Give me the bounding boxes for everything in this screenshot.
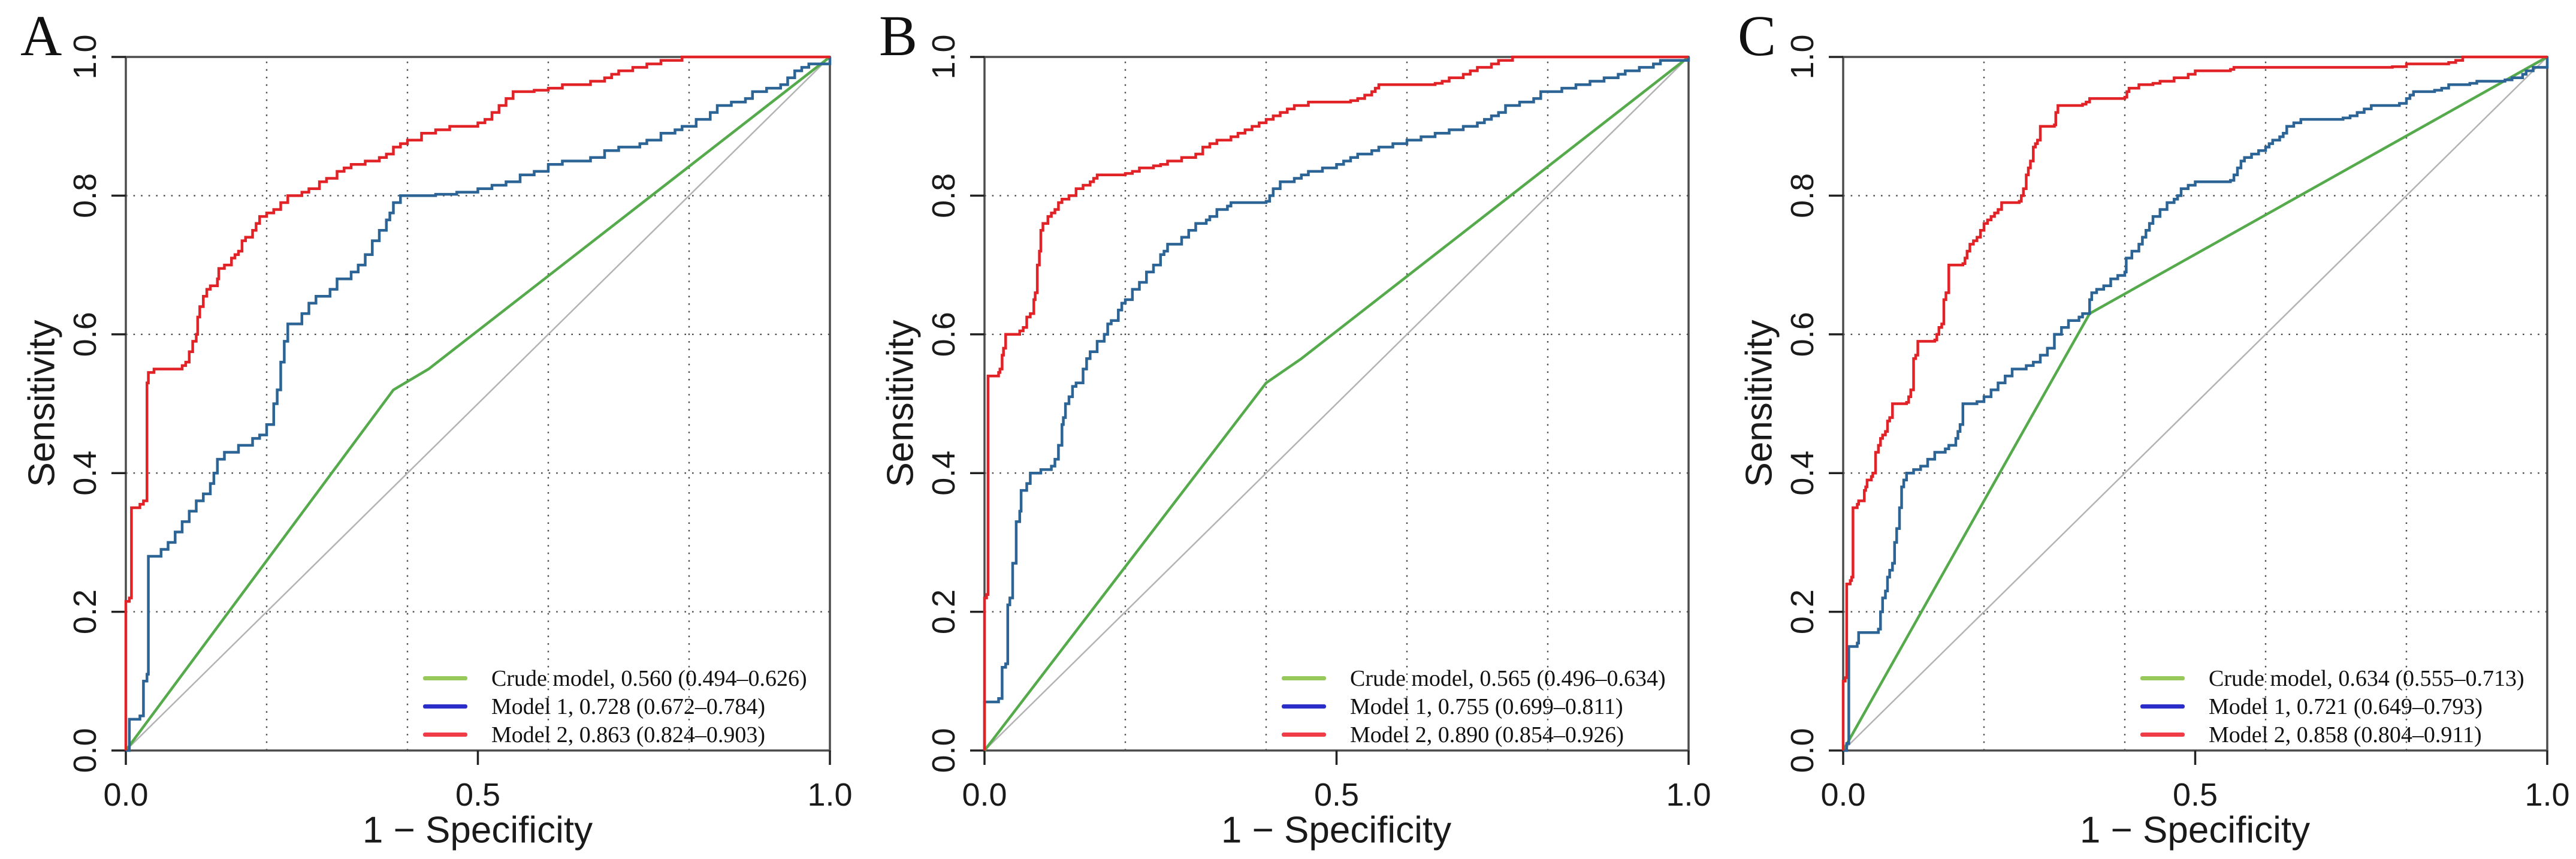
x-tick-label: 0.0 bbox=[1820, 777, 1865, 813]
legend: Crude model, 0.560 (0.494–0.626) Model 1,… bbox=[423, 664, 807, 749]
y-tick-label: 0.6 bbox=[67, 312, 103, 357]
legend-label: Model 2, 0.890 (0.854–0.926) bbox=[1350, 722, 1624, 748]
legend-line-swatch bbox=[1282, 676, 1326, 680]
x-tick-label: 0.5 bbox=[2173, 777, 2218, 813]
y-tick-label: 0.8 bbox=[926, 173, 962, 218]
y-tick-label: 0.2 bbox=[67, 589, 103, 634]
x-tick-label: 1.0 bbox=[1666, 777, 1711, 813]
legend-label: Crude model, 0.634 (0.555–0.713) bbox=[2209, 665, 2524, 691]
roc-curve-model-2 bbox=[983, 55, 1689, 751]
legend-row: Crude model, 0.560 (0.494–0.626) bbox=[423, 664, 807, 692]
legend-label: Crude model, 0.560 (0.494–0.626) bbox=[491, 665, 807, 691]
x-axis-title: 1 − Specificity bbox=[1221, 809, 1452, 851]
y-tick-label: 0.8 bbox=[67, 173, 103, 218]
x-tick-label: 0.5 bbox=[1314, 777, 1359, 813]
legend-label: Model 1, 0.755 (0.699–0.811) bbox=[1350, 694, 1623, 719]
y-tick-label: 0.0 bbox=[926, 728, 962, 773]
reference-diagonal-line bbox=[984, 56, 1689, 751]
x-tick-label: 0.0 bbox=[962, 777, 1007, 813]
legend-row: Model 2, 0.890 (0.854–0.926) bbox=[1282, 721, 1666, 749]
roc-curve-model-1 bbox=[983, 57, 1690, 751]
x-tick-label: 1.0 bbox=[2524, 777, 2569, 813]
y-tick-label: 0.2 bbox=[1784, 589, 1820, 634]
roc-curve-model-1 bbox=[1843, 57, 2549, 752]
roc-curve-crude-model bbox=[125, 56, 831, 752]
x-axis-title: 1 − Specificity bbox=[2079, 809, 2311, 851]
legend-label: Model 2, 0.863 (0.824–0.903) bbox=[491, 722, 766, 748]
panel-a: A Sensitivity 0.0 0.5 1.0 0.0 0.2 0.4 0.6 0.8 1.… bbox=[0, 0, 859, 859]
y-tick-label: 1.0 bbox=[926, 34, 962, 79]
legend-row: Model 1, 0.728 (0.672–0.784) bbox=[423, 692, 807, 721]
panel-c: C Sensitivity 0.0 0.5 1.0 0.0 0.2 0.4 0.6 0.8 1.… bbox=[1717, 0, 2576, 859]
y-tick-label: 0.0 bbox=[1784, 728, 1820, 773]
legend-label: Model 1, 0.721 (0.649–0.793) bbox=[2209, 694, 2483, 719]
legend-line-swatch bbox=[423, 676, 467, 680]
legend-row: Crude model, 0.634 (0.555–0.713) bbox=[2140, 664, 2524, 692]
reference-diagonal-line bbox=[125, 56, 831, 751]
roc-curve-crude-model bbox=[983, 56, 1690, 752]
panel-label-b: B bbox=[879, 4, 918, 68]
legend-line-swatch bbox=[1282, 704, 1326, 709]
roc-plot-c: 0.0 0.5 1.0 0.0 0.2 0.4 0.6 0.8 1.0 bbox=[1784, 34, 2570, 813]
roc-curve-model-2 bbox=[124, 55, 830, 751]
legend-line-swatch bbox=[2140, 704, 2185, 709]
y-tick-label: 1.0 bbox=[67, 34, 103, 79]
legend-row: Crude model, 0.565 (0.496–0.634) bbox=[1282, 664, 1666, 692]
x-axis-title: 1 − Specificity bbox=[362, 809, 593, 851]
roc-plot-b: 0.0 0.5 1.0 0.0 0.2 0.4 0.6 0.8 1.0 bbox=[926, 34, 1711, 813]
y-tick-label: 1.0 bbox=[1784, 34, 1820, 79]
x-tick-label: 0.0 bbox=[103, 777, 148, 813]
x-tick-label: 0.5 bbox=[455, 777, 500, 813]
roc-curve-model-2 bbox=[1841, 55, 2547, 751]
panel-b: B Sensitivity 0.0 0.5 1.0 0.0 0.2 0.4 0.6 0.8 1.… bbox=[859, 0, 1717, 859]
reference-diagonal-line bbox=[1843, 56, 2548, 751]
y-tick-label: 0.4 bbox=[67, 451, 103, 496]
legend-label: Model 1, 0.728 (0.672–0.784) bbox=[491, 694, 766, 719]
legend-label: Model 2, 0.858 (0.804–0.911) bbox=[2209, 722, 2482, 748]
legend-row: Model 2, 0.863 (0.824–0.903) bbox=[423, 721, 807, 749]
legend: Crude model, 0.565 (0.496–0.634) Model 1,… bbox=[1282, 664, 1666, 749]
legend-line-swatch bbox=[423, 733, 467, 737]
y-tick-label: 0.6 bbox=[1784, 312, 1820, 357]
legend-row: Model 2, 0.858 (0.804–0.911) bbox=[2140, 721, 2524, 749]
y-tick-label: 0.2 bbox=[926, 589, 962, 634]
y-tick-label: 0.8 bbox=[1784, 173, 1820, 218]
legend-line-swatch bbox=[2140, 733, 2185, 737]
panel-label-a: A bbox=[20, 4, 62, 68]
roc-plot-a: 0.0 0.5 1.0 0.0 0.2 0.4 0.6 0.8 1.0 bbox=[67, 34, 853, 813]
legend-line-swatch bbox=[2140, 676, 2185, 680]
x-tick-label: 1.0 bbox=[807, 777, 852, 813]
legend-label: Crude model, 0.565 (0.496–0.634) bbox=[1350, 665, 1666, 691]
panel-label-c: C bbox=[1738, 4, 1777, 68]
legend: Crude model, 0.634 (0.555–0.713) Model 1,… bbox=[2140, 664, 2524, 749]
y-tick-label: 0.6 bbox=[926, 312, 962, 357]
legend-row: Model 1, 0.755 (0.699–0.811) bbox=[1282, 692, 1666, 721]
roc-curve-model-1 bbox=[126, 57, 832, 752]
y-tick-label: 0.4 bbox=[926, 451, 962, 496]
legend-row: Model 1, 0.721 (0.649–0.793) bbox=[2140, 692, 2524, 721]
y-tick-label: 0.4 bbox=[1784, 451, 1820, 496]
legend-line-swatch bbox=[1282, 733, 1326, 737]
legend-line-swatch bbox=[423, 704, 467, 709]
y-tick-label: 0.0 bbox=[67, 728, 103, 773]
